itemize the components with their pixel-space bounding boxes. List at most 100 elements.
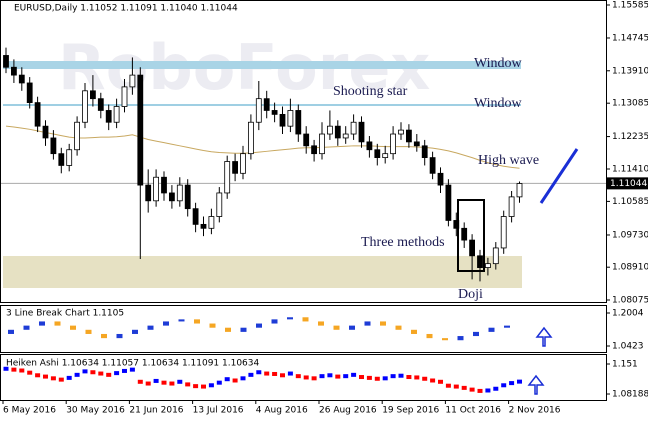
ha-bar xyxy=(224,377,230,382)
candle-body xyxy=(287,110,294,127)
brick xyxy=(271,319,278,324)
y-tick-label: 1.2004 xyxy=(612,309,644,319)
ha-bar xyxy=(303,375,309,380)
candle-body xyxy=(208,216,215,229)
y-tick-label: 1.10585 xyxy=(612,197,648,207)
ha-bar xyxy=(327,373,333,378)
brick xyxy=(147,325,154,330)
candle-body xyxy=(508,196,515,217)
y-tick-label: 1.12235 xyxy=(612,132,648,142)
ha-bar xyxy=(161,380,167,385)
ha-bar xyxy=(82,369,88,374)
candle-body xyxy=(398,129,404,135)
ha-bar xyxy=(319,374,325,379)
candle-body xyxy=(90,90,96,100)
ha-bar xyxy=(414,375,420,380)
ha-bar xyxy=(193,384,199,389)
ha-bar xyxy=(295,374,301,379)
candle-body xyxy=(350,121,357,135)
brick xyxy=(411,329,417,334)
candle-body xyxy=(484,263,491,268)
ha-bar xyxy=(445,383,451,388)
candle-body xyxy=(421,145,428,158)
ha-bar xyxy=(343,374,349,379)
pattern-box xyxy=(457,199,485,272)
brick xyxy=(287,317,293,320)
x-tick-label: 19 Sep 2016 xyxy=(382,406,439,416)
brick xyxy=(349,325,355,330)
brick xyxy=(256,323,262,328)
x-tick-label: 21 Jun 2016 xyxy=(129,406,183,416)
brick xyxy=(116,333,123,339)
window-zone xyxy=(3,104,521,106)
brick xyxy=(318,321,324,326)
candle-body xyxy=(413,141,420,147)
brick xyxy=(209,323,216,328)
candle-body xyxy=(121,86,128,107)
candle-body xyxy=(97,98,104,111)
panel-frame xyxy=(0,305,607,353)
candle-body xyxy=(176,184,183,202)
brick xyxy=(39,321,45,326)
plot-layer xyxy=(0,47,606,393)
brick xyxy=(333,325,340,330)
candle-body xyxy=(74,121,80,151)
brick xyxy=(426,333,433,339)
candle-body xyxy=(271,110,278,115)
x-tick-label: 2 Nov 2016 xyxy=(509,406,561,416)
ha-bar xyxy=(208,383,214,388)
candle-body xyxy=(429,157,436,174)
ha-bar xyxy=(398,373,404,378)
x-tick-label: 30 May 2016 xyxy=(66,406,125,416)
ha-bar xyxy=(311,376,317,381)
candle-body xyxy=(311,145,318,155)
ha-bar xyxy=(493,386,499,391)
ha-bar xyxy=(129,367,135,372)
annotation: High wave xyxy=(478,153,539,168)
price-tag-label: 1.11044 xyxy=(610,179,647,189)
candle-body xyxy=(477,255,483,268)
brick xyxy=(488,327,495,332)
ha-bar xyxy=(477,388,483,393)
ha-bar xyxy=(35,373,41,378)
ha-bar xyxy=(232,378,238,383)
ha-bar xyxy=(390,374,396,379)
ha-bar xyxy=(216,380,222,385)
candle-body xyxy=(82,90,88,123)
candle-body xyxy=(42,125,49,139)
ha-bar xyxy=(469,387,475,392)
candle-body xyxy=(516,183,523,198)
y-tick-label: 1.09730 xyxy=(612,230,648,240)
candle-body xyxy=(342,133,349,139)
brick xyxy=(85,329,92,334)
ha-bar xyxy=(248,372,254,377)
candle-body xyxy=(295,110,302,135)
ha-bar xyxy=(201,384,206,389)
candle-body xyxy=(263,98,270,111)
ha-bar xyxy=(485,388,491,393)
candle-body xyxy=(10,66,17,76)
candle-body xyxy=(240,153,246,174)
candle-body xyxy=(469,239,476,257)
ha-bar xyxy=(74,372,80,377)
ha-bar xyxy=(122,368,127,373)
annotation: Shooting star xyxy=(333,84,408,99)
ha-bar xyxy=(272,371,278,376)
candle-body xyxy=(279,113,286,127)
brick xyxy=(473,331,479,337)
brick xyxy=(504,325,510,328)
y-tick-label: 1.15585 xyxy=(612,0,648,10)
candle-body xyxy=(247,121,254,155)
ha-bar xyxy=(406,375,412,380)
candle-body xyxy=(255,98,262,123)
ha-bar xyxy=(153,378,159,383)
candle-body xyxy=(129,74,136,88)
trend-arrow xyxy=(539,148,579,204)
y-tick-label: 1.151 xyxy=(612,359,638,369)
up-arrow xyxy=(527,374,545,395)
candle-body xyxy=(319,133,325,155)
candle-body xyxy=(374,149,381,158)
brick xyxy=(380,321,386,326)
ha-bar xyxy=(19,368,25,373)
